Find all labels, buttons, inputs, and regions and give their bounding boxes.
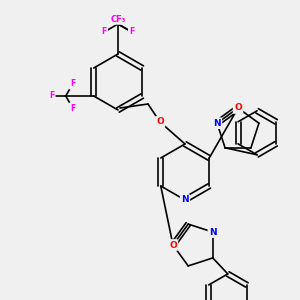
Text: F: F [101,28,107,37]
Text: F: F [70,103,75,112]
Text: O: O [234,103,242,112]
Text: O: O [169,241,177,250]
Text: F: F [70,80,75,88]
Text: F: F [129,28,134,37]
Text: CF₃: CF₃ [110,14,126,23]
Text: F: F [49,92,54,100]
Text: O: O [156,118,164,127]
Text: N: N [209,228,217,237]
Text: F: F [129,28,134,37]
Text: N: N [181,196,189,205]
Text: N: N [213,119,221,128]
